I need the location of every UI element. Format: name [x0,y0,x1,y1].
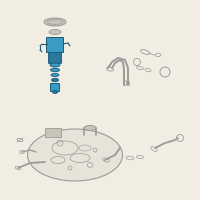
Ellipse shape [28,129,122,181]
Ellipse shape [52,78,58,82]
Ellipse shape [51,73,59,76]
Ellipse shape [52,90,58,94]
Ellipse shape [44,18,66,26]
Ellipse shape [84,126,96,130]
FancyBboxPatch shape [46,38,64,52]
Ellipse shape [50,63,60,67]
FancyBboxPatch shape [49,53,61,63]
FancyBboxPatch shape [50,84,60,92]
Ellipse shape [50,68,60,72]
Bar [45,128,61,137]
Ellipse shape [49,29,61,34]
